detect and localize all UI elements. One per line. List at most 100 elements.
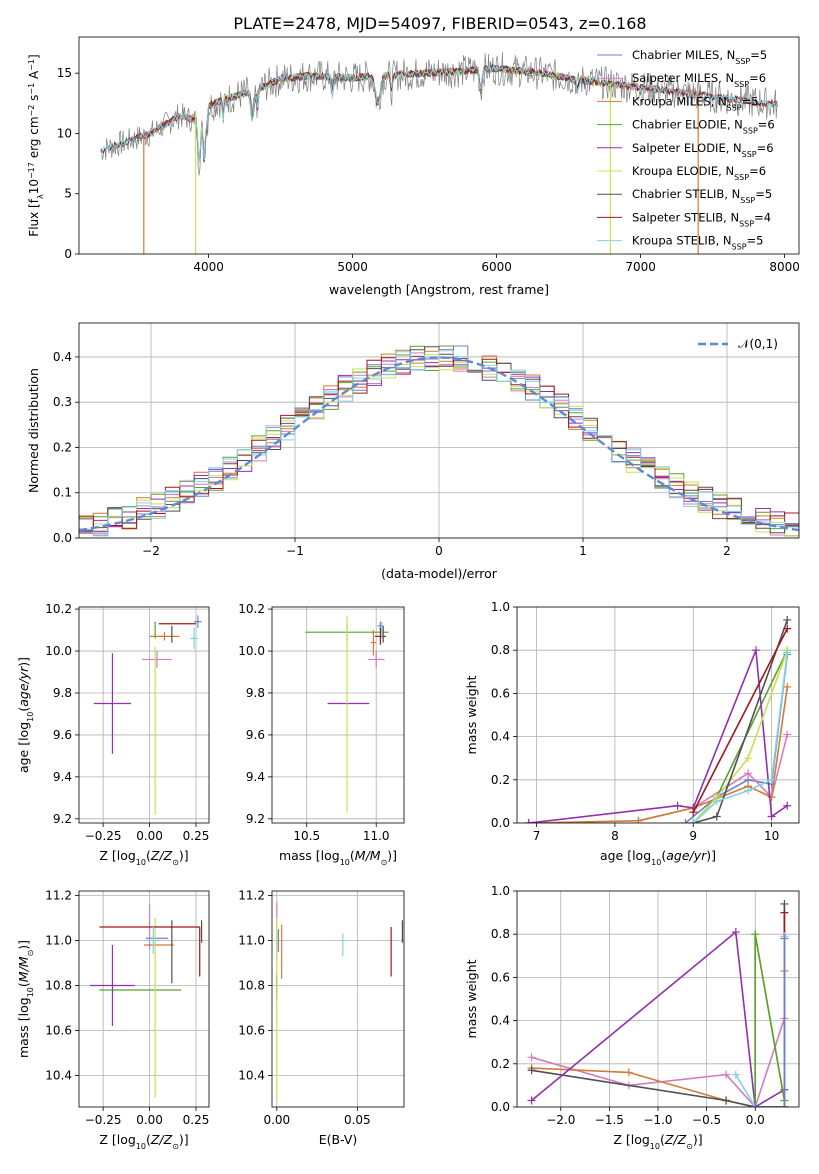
axes-frame — [516, 606, 800, 824]
axes-frame — [78, 36, 800, 255]
weight-marker-chabrier_miles — [780, 1103, 789, 1107]
y-tick-label: 1.0 — [491, 600, 510, 614]
y-tick-label: 15 — [57, 66, 72, 80]
x-tick-label: 0.00 — [263, 1113, 290, 1127]
plot-area-mass_vs_Z — [79, 891, 209, 1107]
x-axis-label: wavelength [Angstrom, rest frame] — [329, 282, 549, 297]
plot-area-mass_vs_ebv — [272, 891, 404, 1107]
normal-curve — [79, 356, 799, 532]
y-tick-label: 9.2 — [53, 812, 72, 826]
weight-marker-salpeter_elodie — [767, 812, 776, 821]
panel-spectrum: 4000 5000 6000 7000 8000 0 5 10 15 Chabrier MILES… — [27, 36, 800, 297]
y-tick-label: 0.0 — [491, 816, 510, 830]
legend-label-salpeter_stelib: Salpeter STELIB, NSSP=4 — [632, 210, 771, 228]
weight-line-salpeter_stelib — [692, 628, 789, 813]
plot-area-age_vs_mass — [272, 607, 404, 823]
y-tick-label: 10.4 — [45, 1069, 72, 1083]
weight-marker-salpeter_elodie — [783, 801, 792, 810]
x-tick-label: 0.05 — [344, 1113, 371, 1127]
x-axis-label: (data-model)/error — [381, 566, 498, 581]
y-tick-label: 9.8 — [246, 686, 265, 700]
x-tick-label: −0.25 — [85, 1113, 122, 1127]
x-axis-label: E(B-V) — [319, 1132, 358, 1147]
y-tick-label: 11.2 — [238, 889, 265, 903]
model-line-kroupa_stelib — [100, 64, 778, 161]
x-axis-label: Z [log10(Z/Z⊙)] — [613, 1132, 702, 1151]
weight-marker-kroupa_stelib — [689, 819, 698, 823]
weight-marker-salpeter_miles — [722, 1070, 731, 1079]
legend-label-normal: 𝒩(0,1) — [738, 337, 778, 351]
x-tick-label: 9 — [689, 829, 697, 843]
x-tick-label: 7000 — [625, 260, 656, 274]
y-tick-label: 0.4 — [491, 1014, 510, 1028]
legend-label-chabrier_elodie: Chabrier ELODIE, NSSP=6 — [632, 118, 775, 136]
weight-marker-salpeter_miles — [527, 1053, 536, 1062]
y-tick-label: 9.4 — [53, 770, 72, 784]
x-tick-label: 4000 — [193, 260, 224, 274]
y-axis-label: Flux [fλ10−17 erg cm−2 s−1 A−1] — [27, 54, 45, 236]
weight-marker-kroupa_miles — [767, 793, 776, 802]
y-tick-label: 0.2 — [491, 1057, 510, 1071]
x-tick-label: 7 — [533, 829, 541, 843]
weight-marker-kroupa_stelib — [767, 775, 776, 784]
plot-area-weight_vs_Z — [517, 891, 799, 1107]
y-tick-label: 0 — [64, 247, 72, 261]
weight-marker-kroupa_stelib — [744, 786, 753, 795]
y-tick-label: 11.2 — [45, 889, 72, 903]
y-tick-label: 9.8 — [53, 686, 72, 700]
y-tick-label: 5 — [64, 187, 72, 201]
y-tick-label: 0.2 — [491, 773, 510, 787]
spectrum-legend: Chabrier MILES, NSSP=5 Salpeter MILES, NS… — [597, 48, 775, 251]
legend-label-kroupa_stelib: Kroupa STELIB, NSSP=5 — [632, 234, 763, 252]
legend-label-chabrier_stelib: Chabrier STELIB, NSSP=5 — [632, 187, 772, 205]
weight-marker-salpeter_elodie — [527, 1096, 536, 1105]
y-tick-label: 9.2 — [246, 812, 265, 826]
weight-marker-chabrier_stelib — [783, 615, 792, 624]
y-axis-label: age [log10(age/yr)] — [16, 657, 35, 773]
weight-marker-kroupa_elodie — [744, 754, 753, 763]
y-tick-label: 10.0 — [238, 644, 265, 658]
x-tick-label: 10 — [764, 829, 779, 843]
y-tick-label: 11.0 — [45, 934, 72, 948]
x-axis-label: age [log10(age/yr)] — [600, 848, 716, 867]
x-tick-label: 11.0 — [363, 829, 390, 843]
x-tick-label: −2 — [142, 544, 160, 558]
weight-marker-kroupa_stelib — [712, 797, 721, 806]
y-tick-label: 0.6 — [491, 970, 510, 984]
legend-label-chabrier_miles: Chabrier MILES, NSSP=5 — [632, 48, 767, 66]
weight-marker-salpeter_miles — [744, 769, 753, 778]
x-tick-label: −0.5 — [692, 1113, 721, 1127]
x-axis-label: mass [log10(M/M⊙)] — [279, 848, 397, 867]
y-axis-label: mass weight — [464, 959, 479, 1038]
histogram-kroupa_stelib — [79, 350, 799, 538]
x-tick-label: 0 — [435, 544, 443, 558]
figure-title: PLATE=2478, MJD=54097, FIBERID=0543, z=0… — [233, 14, 646, 33]
weight-marker-chabrier_stelib — [712, 812, 721, 821]
weight-marker-kroupa_stelib — [783, 648, 792, 657]
panel-age_vs_mass: 10.5 11.0 9.2 9.4 9.6 9.8 10.0 10.2 mass [log10(… — [238, 602, 405, 867]
weight-line-chabrier_miles — [755, 938, 786, 1107]
y-tick-label: 0.0 — [491, 1100, 510, 1114]
weight-marker-chabrier_miles — [681, 819, 690, 823]
x-tick-label: 0.25 — [183, 829, 210, 843]
legend-label-salpeter_elodie: Salpeter ELODIE, NSSP=6 — [632, 141, 774, 159]
weight-marker-salpeter_elodie — [751, 646, 760, 655]
weight-marker-kroupa_miles — [634, 816, 643, 823]
y-axis-label: mass weight — [464, 675, 479, 754]
x-axis-label: Z [log10(Z/Z⊙)] — [99, 848, 188, 867]
x-tick-label: −1.5 — [595, 1113, 624, 1127]
y-tick-label: 0.8 — [491, 927, 510, 941]
panel-age_vs_Z: −0.25 0.00 0.25 9.2 9.4 9.6 9.8 10.0 10.2 Z [log1… — [16, 602, 210, 867]
weight-marker-salpeter_stelib — [783, 624, 792, 633]
y-tick-label: 9.6 — [53, 728, 72, 742]
y-tick-label: 0.4 — [491, 730, 510, 744]
x-tick-label: 6000 — [481, 260, 512, 274]
weight-marker-salpeter_miles — [783, 730, 792, 739]
y-tick-label: 0.2 — [53, 440, 72, 454]
weight-line-salpeter_elodie — [528, 649, 788, 823]
weight-marker-chabrier_miles — [780, 934, 789, 943]
x-tick-label: −2.0 — [546, 1113, 575, 1127]
y-axis-label: mass [log10(M/M⊙)] — [16, 940, 35, 1058]
x-tick-label: 5000 — [337, 260, 368, 274]
x-tick-label: 0.0 — [746, 1113, 765, 1127]
